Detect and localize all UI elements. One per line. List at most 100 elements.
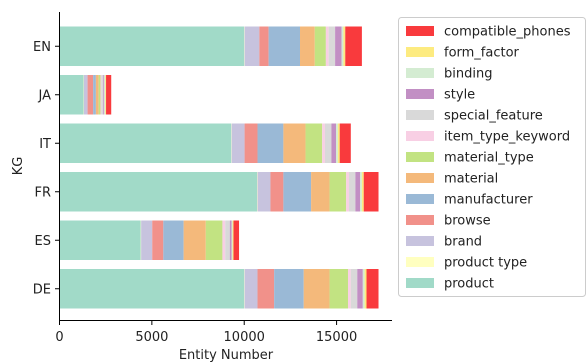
y-ticks: EN JA IT FR ES DE [33, 40, 60, 297]
bar-de-compatible-phones [366, 269, 379, 309]
bar-fr-manufacturer [283, 172, 312, 212]
bar-es-special-feature [225, 220, 230, 260]
legend-swatch [406, 257, 434, 267]
bar-es-browse [152, 220, 164, 260]
bar-es-compatible-phones [233, 220, 240, 260]
bar-es-manufacturer [163, 220, 184, 260]
bar-ja-item-type-keyword [100, 75, 102, 115]
y-axis-label: KG [11, 157, 26, 176]
bar-it-manufacturer [257, 123, 284, 163]
bar-fr-binding [360, 172, 362, 212]
x-tick-label: 0 [55, 330, 63, 345]
bar-es-style [229, 220, 232, 260]
bar-ja-binding [104, 75, 106, 115]
legend-label: manufacturer [444, 193, 533, 208]
legend-label: compatible_phones [444, 25, 571, 40]
legend-label: item_type_keyword [444, 130, 570, 145]
bar-ja-form-factor [105, 75, 107, 115]
legend-label: brand [444, 235, 482, 250]
legend-label: style [444, 88, 475, 103]
bar-en-brand [244, 26, 260, 66]
bar-en-product [59, 26, 245, 66]
legend-swatch [406, 194, 434, 204]
bar-de-material [303, 269, 330, 309]
x-tick-label: 5000 [135, 330, 168, 345]
x-tick-label: 15000 [316, 330, 357, 345]
legend-label: binding [444, 67, 492, 82]
bar-de-binding [362, 269, 365, 309]
bar-ja-material [95, 75, 99, 115]
legend-swatch [406, 68, 434, 78]
legend-swatch [406, 131, 434, 141]
legend-swatch [406, 278, 434, 288]
bar-de-manufacturer [274, 269, 304, 309]
bar-en-item-type-keyword [325, 26, 329, 66]
bar-es-item-type-keyword [222, 220, 226, 260]
bar-en-special-feature [328, 26, 336, 66]
bar-de-material-type [329, 269, 349, 309]
y-tick-label: FR [34, 185, 51, 200]
bar-en-form-factor [343, 26, 346, 66]
bar-fr-brand [257, 172, 271, 212]
bar-en-material-type [314, 26, 326, 66]
bar-es-material [183, 220, 206, 260]
bar-it-brand [231, 123, 245, 163]
y-tick-label: JA [38, 88, 52, 103]
bar-fr-item-type-keyword [346, 172, 349, 212]
bar-ja-browse [87, 75, 94, 115]
legend-swatch [406, 89, 434, 99]
bar-de-form-factor [364, 269, 367, 309]
bar-ja-special-feature [101, 75, 104, 115]
bar-it-material [283, 123, 306, 163]
bar-fr-special-feature [348, 172, 356, 212]
bar-it-product [59, 123, 232, 163]
bar-en-binding [341, 26, 344, 66]
bar-it-style [331, 123, 337, 163]
bar-en-manufacturer [268, 26, 301, 66]
bar-de-product [59, 269, 245, 309]
bar-ja-style [103, 75, 105, 115]
legend-swatch [406, 236, 434, 246]
bar-en-style [335, 26, 342, 66]
bar-it-material-type [305, 123, 323, 163]
bar-fr-browse [270, 172, 284, 212]
bar-ja-material-type [98, 75, 101, 115]
bar-fr-material [311, 172, 330, 212]
legend-swatch [406, 152, 434, 162]
legend-label: form_factor [444, 46, 520, 61]
bar-de-item-type-keyword [348, 269, 351, 309]
bar-it-item-type-keyword [322, 123, 325, 163]
bar-ja-brand [83, 75, 88, 115]
bar-es-binding [231, 220, 233, 260]
legend-label: product [444, 277, 494, 292]
x-tick-label: 10000 [224, 330, 265, 345]
legend-label: material_type [444, 151, 534, 166]
bar-it-browse [244, 123, 258, 163]
y-tick-label: ES [35, 234, 51, 249]
bar-it-binding [336, 123, 338, 163]
legend-swatch [406, 215, 434, 225]
bar-it-form-factor [337, 123, 340, 163]
bar-es-brand [141, 220, 153, 260]
bar-ja-compatible-phones [106, 75, 112, 115]
legend-swatch [406, 173, 434, 183]
bar-fr-style [355, 172, 361, 212]
legend-label: material [444, 172, 498, 187]
bar-de-style [357, 269, 363, 309]
legend-frame [398, 17, 586, 297]
bar-de-browse [257, 269, 275, 309]
legend-swatch [406, 110, 434, 120]
bar-de-brand [244, 269, 258, 309]
bar-fr-form-factor [361, 172, 364, 212]
bar-en-material [300, 26, 315, 66]
legend-swatch [406, 26, 434, 36]
bar-ja-manufacturer [93, 75, 96, 115]
bar-it-special-feature [324, 123, 332, 163]
bar-fr-compatible-phones [363, 172, 379, 212]
bar-es-form-factor [232, 220, 234, 260]
legend-label: special_feature [444, 109, 543, 124]
bar-es-material-type [205, 220, 223, 260]
y-tick-label: IT [39, 137, 51, 152]
